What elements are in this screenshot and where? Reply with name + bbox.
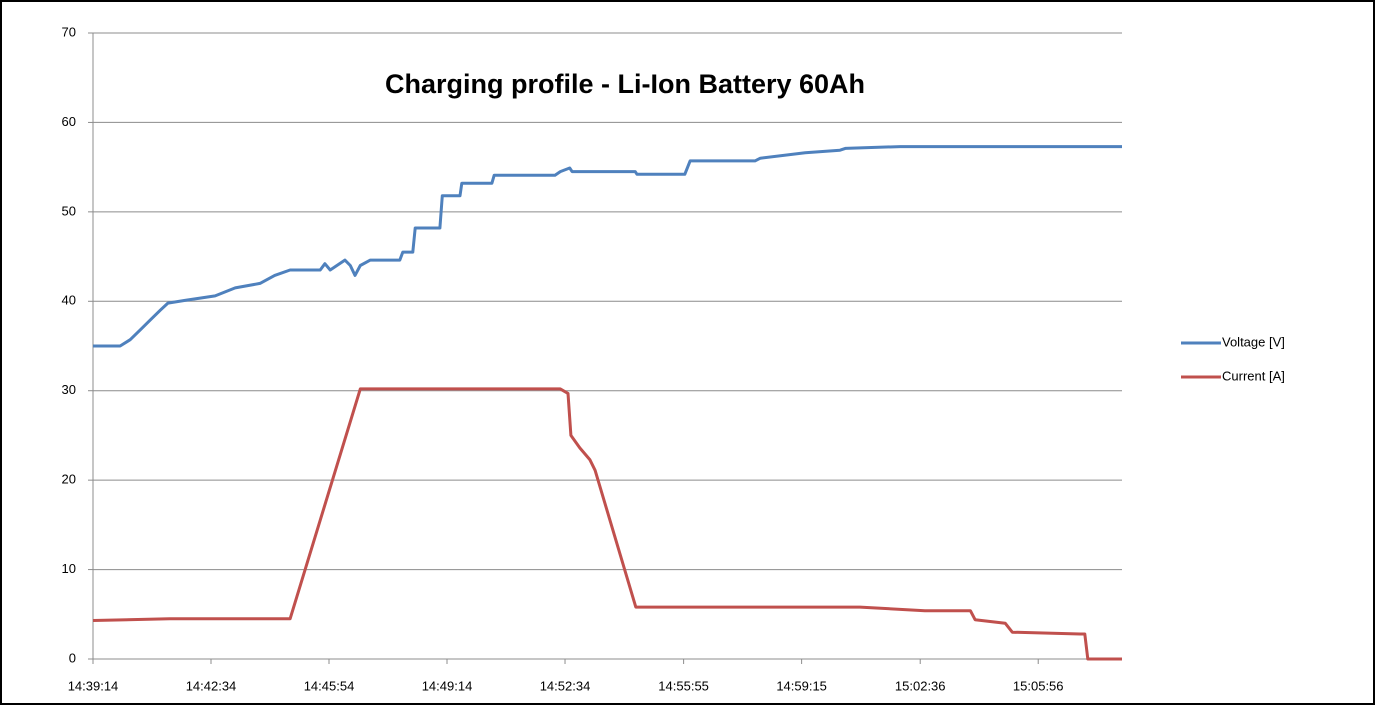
x-tick-label: 14:59:15	[776, 678, 827, 693]
x-tick-label: 14:55:55	[658, 678, 709, 693]
x-tick-label: 15:05:56	[1013, 678, 1064, 693]
x-tick-label: 14:42:34	[186, 678, 237, 693]
y-tick-label: 10	[62, 561, 76, 576]
x-tick-label: 15:02:36	[895, 678, 946, 693]
y-tick-label: 0	[69, 650, 76, 665]
series-line	[92, 387, 1122, 661]
y-tick-label: 60	[62, 114, 76, 129]
y-tick-label: 20	[62, 472, 76, 487]
y-tick-label: 70	[62, 24, 76, 39]
x-tick-label: 14:49:14	[422, 678, 473, 693]
series-line	[93, 145, 1122, 348]
y-tick-label: 50	[62, 203, 76, 218]
legend-label: Current [A]	[1222, 368, 1285, 383]
x-tick-label: 14:52:34	[540, 678, 591, 693]
chart-title: Charging profile - Li-Ion Battery 60Ah	[385, 69, 865, 99]
legend-label: Voltage [V]	[1222, 334, 1285, 349]
y-tick-label: 30	[62, 382, 76, 397]
x-tick-label: 14:45:54	[304, 678, 355, 693]
y-tick-label: 40	[62, 293, 76, 308]
x-tick-label: 14:39:14	[68, 678, 119, 693]
